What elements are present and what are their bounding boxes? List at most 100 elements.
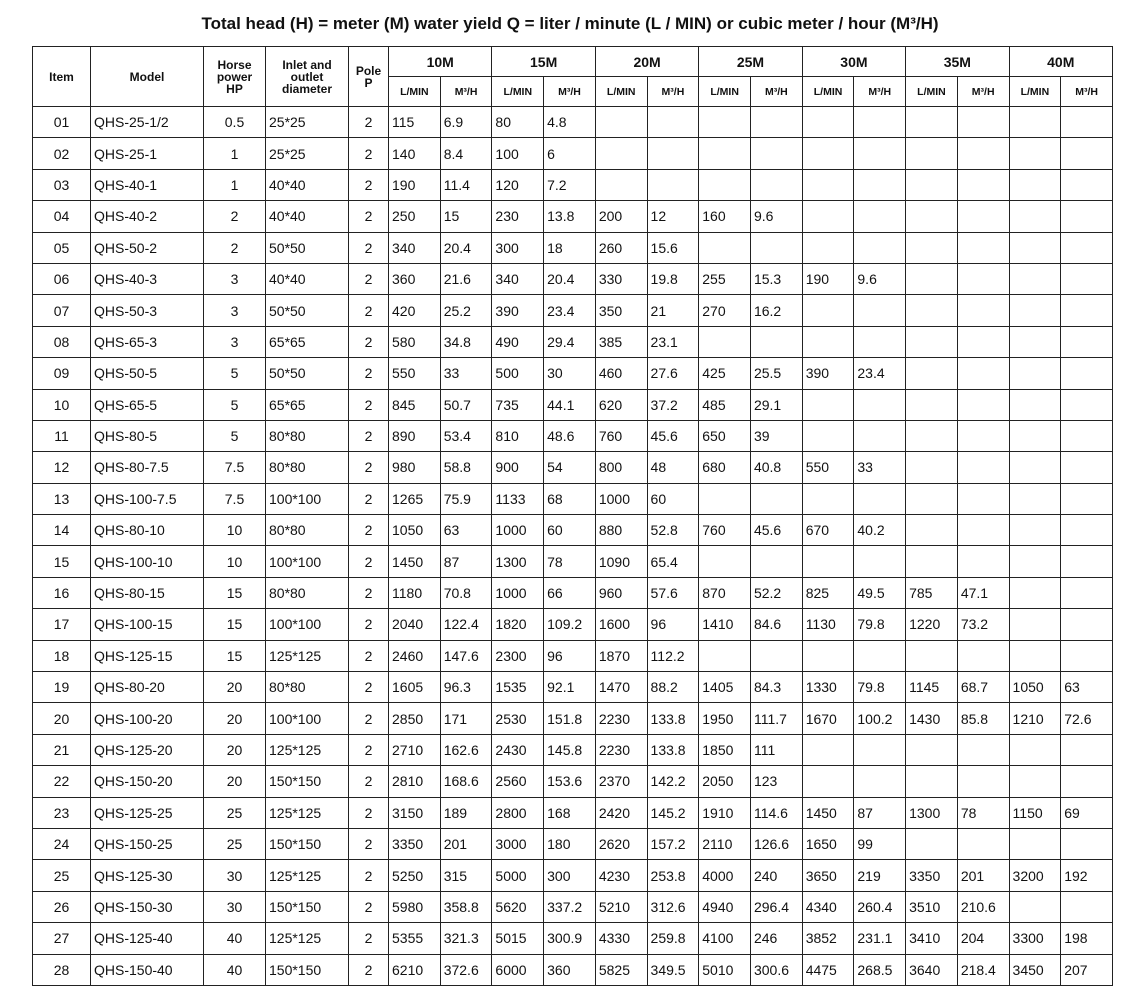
cell: QHS-150-40 xyxy=(90,953,204,986)
cell: QHS-40-1 xyxy=(90,168,204,202)
cell: 550 xyxy=(801,451,855,484)
cell: 18 xyxy=(543,231,596,264)
cell: 60 xyxy=(646,482,700,516)
cell: 2 xyxy=(348,890,389,924)
cell: 260 xyxy=(594,231,648,264)
cell: 145.2 xyxy=(646,796,700,829)
cell: 160 xyxy=(698,200,751,233)
cell: 210.6 xyxy=(956,890,1010,924)
cell: QHS-25-1 xyxy=(90,137,204,170)
cell xyxy=(905,765,958,798)
cell xyxy=(956,294,1010,327)
cell: 2 xyxy=(348,922,389,955)
cell: 198 xyxy=(1060,922,1113,955)
cell: 07 xyxy=(32,294,91,327)
table-row: 17 QHS-100-15 15 100*100 2 2040 122.4 1820 109.2… xyxy=(32,608,1113,641)
cell: 125*125 xyxy=(265,859,349,892)
cell: 2 xyxy=(348,262,389,296)
cell: 06 xyxy=(32,262,91,296)
cell: 2800 xyxy=(491,796,545,829)
cell: 10 xyxy=(203,514,266,547)
cell: 1300 xyxy=(905,796,958,829)
cell: 133.8 xyxy=(646,733,700,767)
cell: QHS-125-25 xyxy=(90,796,204,829)
cell: 1405 xyxy=(698,671,751,704)
cell: 24 xyxy=(32,827,91,861)
cell: 125*125 xyxy=(265,639,349,673)
cell xyxy=(801,545,855,578)
cell: 1600 xyxy=(594,608,648,641)
cell: 2 xyxy=(348,294,389,327)
cell: 2 xyxy=(203,231,266,264)
cell: 2850 xyxy=(388,702,441,735)
cell xyxy=(1060,451,1113,484)
cell: 6210 xyxy=(388,953,441,986)
cell xyxy=(1060,200,1113,233)
cell: 20.4 xyxy=(439,231,493,264)
cell: 2460 xyxy=(388,639,441,673)
cell: 3350 xyxy=(905,859,958,892)
sub-header: L/MIN xyxy=(905,76,958,107)
cell: 68 xyxy=(543,482,596,516)
cell xyxy=(905,357,958,390)
cell: 10 xyxy=(32,388,91,421)
cell: 15.3 xyxy=(749,262,803,296)
cell: 29.1 xyxy=(749,388,803,421)
cell: 50*50 xyxy=(265,231,349,264)
cell xyxy=(853,765,907,798)
cell: 40*40 xyxy=(265,200,349,233)
cell: 680 xyxy=(698,451,751,484)
cell: 5355 xyxy=(388,922,441,955)
sub-header: M³/H xyxy=(956,76,1010,107)
cell: 3350 xyxy=(388,827,441,861)
table-body: 01 QHS-25-1/2 0.5 25*25 2 115 6.9 80 4.8 02 QHS-25… xyxy=(32,105,1113,986)
title: Total head (H) = meter (M) water yield Q… xyxy=(201,14,939,33)
head-group: 30M xyxy=(801,46,907,77)
cell xyxy=(1060,639,1113,673)
cell xyxy=(1060,168,1113,202)
cell: 09 xyxy=(32,357,91,390)
cell: 37.2 xyxy=(646,388,700,421)
cell: 87 xyxy=(439,545,493,578)
cell: QHS-100-20 xyxy=(90,702,204,735)
table-row: 18 QHS-125-15 15 125*125 2 2460 147.6 2300 96 187… xyxy=(32,639,1113,673)
cell xyxy=(801,200,855,233)
cell: 270 xyxy=(698,294,751,327)
cell xyxy=(698,137,751,170)
cell: 125*125 xyxy=(265,796,349,829)
header-row: L/MIN M³/H L/MIN M³/H L/MIN M³/H L/MIN M³/H L/MI… xyxy=(33,76,1113,107)
cell xyxy=(801,325,855,359)
cell: 9.6 xyxy=(749,200,803,233)
cell: 460 xyxy=(594,357,648,390)
cell: 7.5 xyxy=(203,451,266,484)
cell: 15 xyxy=(439,200,493,233)
cell: 5010 xyxy=(698,953,751,986)
cell: 9.6 xyxy=(853,262,907,296)
cell xyxy=(1008,827,1062,861)
cell: 22 xyxy=(32,765,91,798)
cell: 230 xyxy=(491,200,545,233)
cell xyxy=(1008,325,1062,359)
cell: 11.4 xyxy=(439,168,493,202)
cell xyxy=(1008,231,1062,264)
table-row: 10 QHS-65-5 5 65*65 2 845 50.7 735 44.1 620 37.2 48… xyxy=(32,388,1113,421)
cell xyxy=(956,200,1010,233)
cell: 360 xyxy=(543,953,596,986)
cell: 200 xyxy=(594,200,648,233)
cell: QHS-80-15 xyxy=(90,576,204,610)
cell xyxy=(956,733,1010,767)
cell: 1180 xyxy=(388,576,441,610)
cell: 100*100 xyxy=(265,608,349,641)
cell xyxy=(749,325,803,359)
header-line: Pole xyxy=(355,63,382,78)
cell xyxy=(594,137,648,170)
cell: 1870 xyxy=(594,639,648,673)
cell: 300.6 xyxy=(749,953,803,986)
cell: 259.8 xyxy=(646,922,700,955)
cell: 315 xyxy=(439,859,493,892)
cell: 168 xyxy=(543,796,596,829)
cell: 1 xyxy=(203,168,266,202)
table-row: 05 QHS-50-2 2 50*50 2 340 20.4 300 18 260 15.6 xyxy=(32,231,1113,264)
column-header: Pole P xyxy=(348,46,389,107)
